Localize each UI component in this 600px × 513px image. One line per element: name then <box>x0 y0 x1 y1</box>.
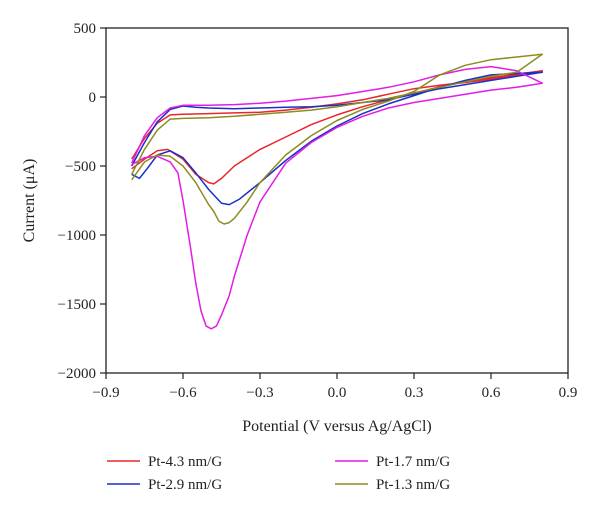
series-line-4 <box>131 53 544 225</box>
y-tick-label: 500 <box>74 21 97 37</box>
legend-label: Pt-1.7 nm/G <box>376 454 450 470</box>
y-tick-label: −1000 <box>58 228 96 244</box>
legend-label: Pt-2.9 nm/G <box>148 477 222 493</box>
legend-label: Pt-1.3 nm/G <box>376 477 450 493</box>
y-axis-ticks: 500 0 −500 −1000 −1500 −2000 <box>58 21 106 382</box>
y-tick-label: 0 <box>89 90 97 106</box>
x-tick-label: 0.6 <box>482 385 501 401</box>
x-tick-label: 0.9 <box>559 385 578 401</box>
x-tick-label: −0.9 <box>92 385 119 401</box>
x-axis-label: Potential (V versus Ag/AgCl) <box>242 418 431 435</box>
plot-lines <box>131 53 544 330</box>
x-tick-label: −0.6 <box>169 385 197 401</box>
legend-label: Pt-4.3 nm/G <box>148 454 222 470</box>
y-tick-label: −1500 <box>58 297 96 313</box>
x-tick-label: 0.0 <box>328 385 347 401</box>
series-line-1 <box>131 70 544 185</box>
x-tick-label: −0.3 <box>246 385 273 401</box>
y-tick-label: −2000 <box>58 366 96 382</box>
x-axis-ticks: −0.9 −0.6 −0.3 0.0 0.3 0.6 0.9 <box>92 373 577 401</box>
y-tick-label: −500 <box>65 159 96 175</box>
y-axis-label: Current (μA) <box>21 159 38 243</box>
x-tick-label: 0.3 <box>405 385 424 401</box>
series-line-3 <box>131 65 544 330</box>
legend: Pt-4.3 nm/G Pt-2.9 nm/G Pt-1.7 nm/G Pt-1.3 … <box>107 454 450 493</box>
